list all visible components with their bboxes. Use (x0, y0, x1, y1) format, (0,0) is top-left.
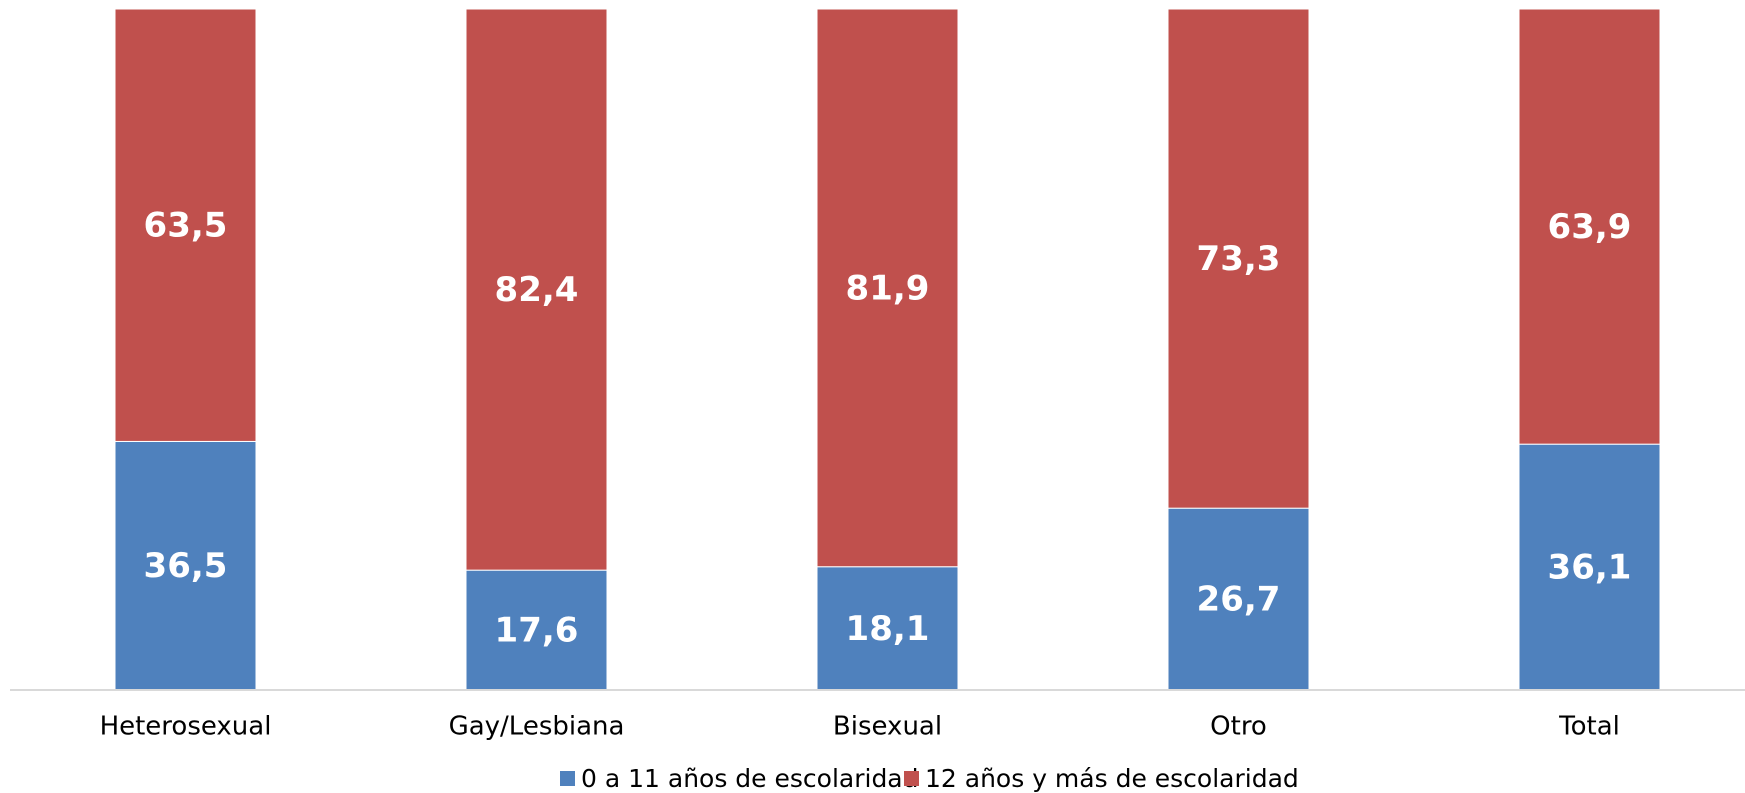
value-label: 81,9 (846, 268, 930, 308)
legend-marker (560, 771, 575, 786)
x-tick-label: Otro (1210, 712, 1267, 742)
bar-segment (1167, 507, 1310, 691)
bar-segment (1167, 8, 1310, 509)
x-tick-label: Heterosexual (100, 712, 272, 742)
bar-segment (114, 8, 257, 442)
x-tick-label: Gay/Lesbiana (449, 712, 625, 742)
bar-segment (114, 440, 257, 691)
value-label: 26,7 (1197, 580, 1281, 620)
value-label: 82,4 (495, 270, 579, 310)
legend-marker (904, 771, 919, 786)
bar-segment (1518, 8, 1661, 445)
legend-label: 0 a 11 años de escolaridad (581, 764, 919, 793)
value-label: 18,1 (846, 609, 930, 649)
value-label: 36,1 (1548, 548, 1632, 588)
bar-segment (816, 566, 959, 691)
value-label: 36,5 (144, 546, 228, 586)
bar-segment (465, 8, 608, 571)
x-tick-label: Total (1558, 712, 1620, 742)
bar-segment (816, 8, 959, 568)
value-label: 63,9 (1548, 207, 1632, 247)
legend-label: 12 años y más de escolaridad (925, 764, 1299, 793)
x-tick-label: Bisexual (833, 712, 942, 742)
value-label: 17,6 (495, 611, 579, 651)
value-label: 63,5 (144, 206, 228, 246)
value-label: 73,3 (1197, 239, 1281, 279)
